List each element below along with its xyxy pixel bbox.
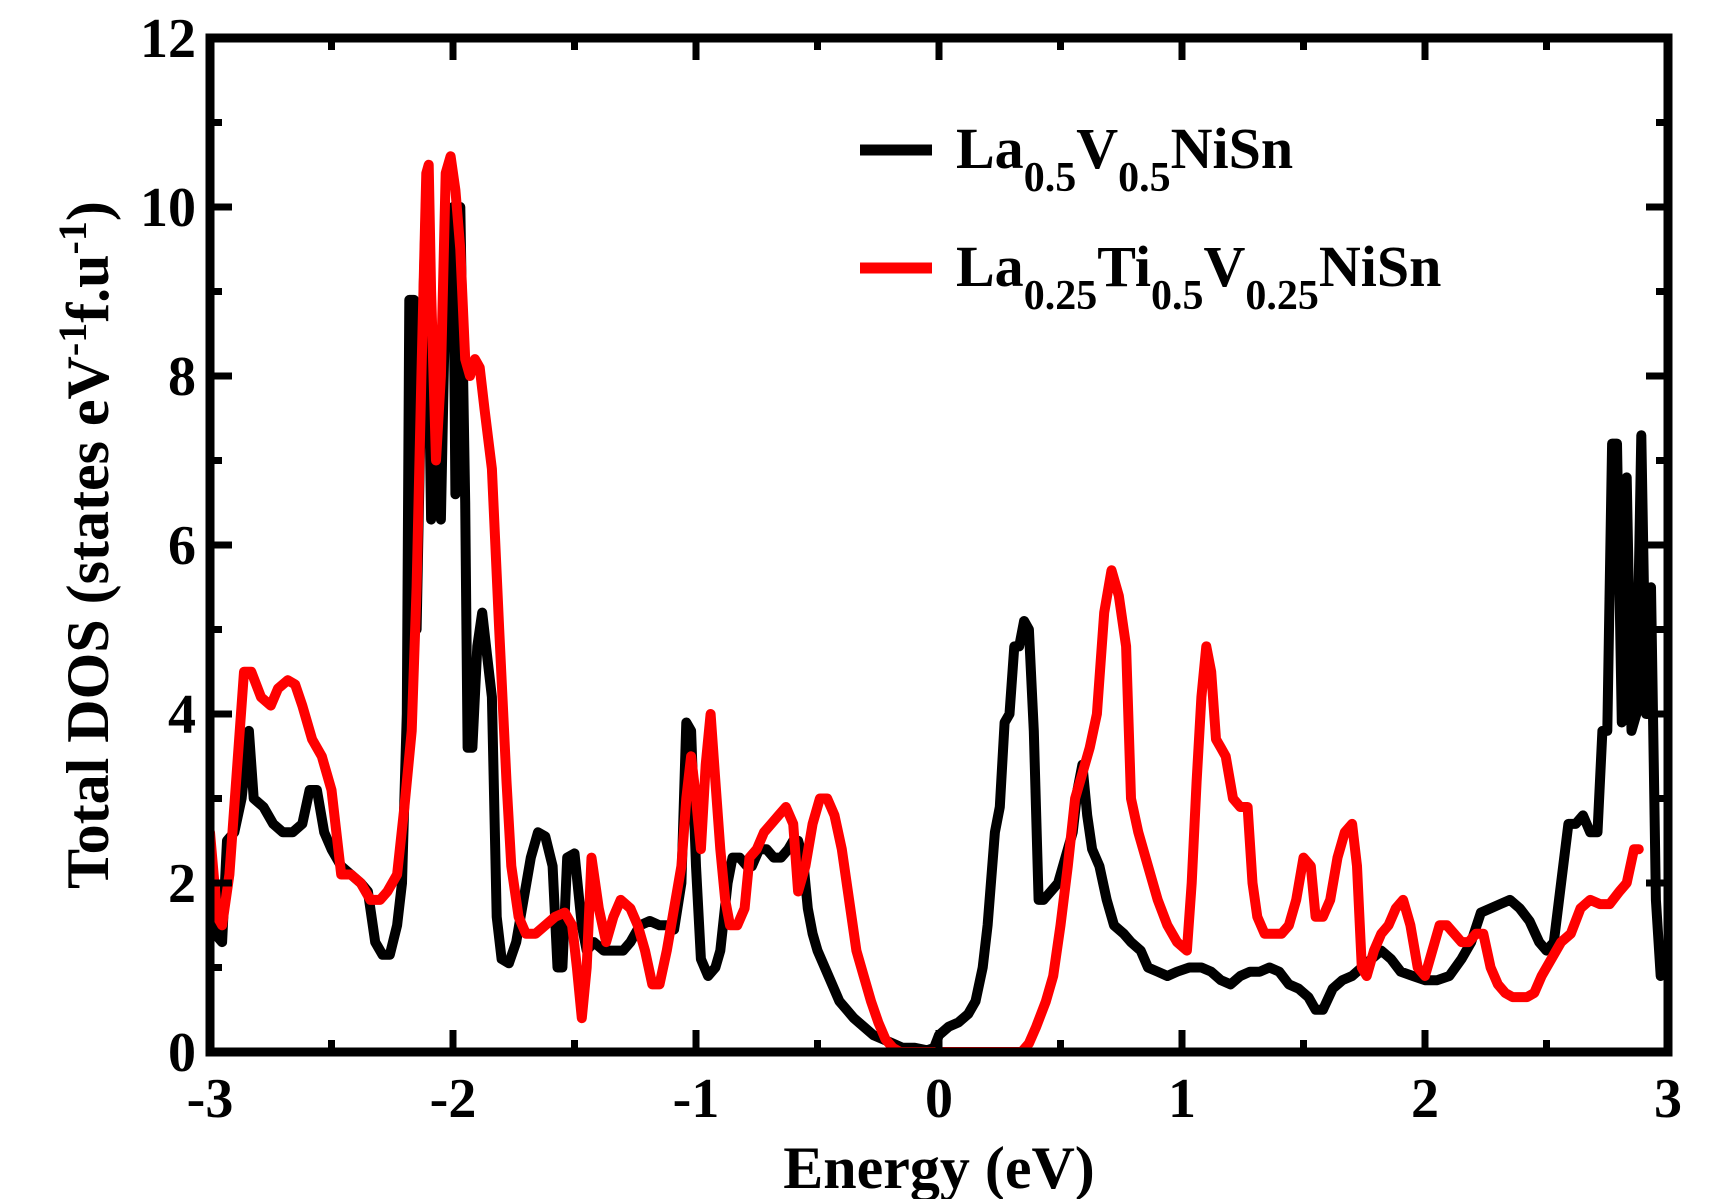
- legend-subscript: 0.5: [1024, 155, 1077, 201]
- x-tick-label: -2: [430, 1068, 477, 1130]
- legend-subscript: 0.5: [1118, 155, 1171, 201]
- legend-text-part: V: [1203, 234, 1245, 299]
- series-line-2: [210, 151, 1644, 1052]
- x-tick-label: -1: [673, 1068, 720, 1130]
- legend-text-part: La: [956, 116, 1024, 181]
- legend-text-part: NiSn: [1319, 234, 1442, 299]
- legend-label-2: La0.25Ti0.5V0.25NiSn: [956, 234, 1441, 319]
- x-tick-label: -3: [187, 1068, 234, 1130]
- x-tick-label: 3: [1654, 1068, 1682, 1130]
- y-tick-label: 0: [168, 1022, 196, 1084]
- y-axis-title-part: Total DOS (states eV: [55, 356, 121, 889]
- legend-label-1: La0.5V0.5NiSn: [956, 116, 1293, 201]
- legend-text-part: La: [956, 234, 1024, 299]
- legend-subscript: 0.25: [1024, 273, 1098, 319]
- legend-subscript: 0.25: [1245, 273, 1319, 319]
- y-axis-title: Total DOS (states eV-1f.u-1): [50, 201, 122, 889]
- series-layer: [210, 151, 1666, 1052]
- legend-text-part: NiSn: [1171, 116, 1294, 181]
- legend-text-part: Ti: [1097, 234, 1151, 299]
- x-tick-label: 1: [1168, 1068, 1196, 1130]
- y-tick-label: 2: [168, 853, 196, 915]
- y-axis-title-superscript: -1: [50, 221, 95, 254]
- y-tick-label: 8: [168, 346, 196, 408]
- x-tick-label: 2: [1411, 1068, 1439, 1130]
- tick-layer: [206, 34, 1672, 1056]
- y-tick-label: 12: [140, 8, 196, 70]
- y-tick-label: 10: [140, 177, 196, 239]
- y-axis-title-part: ): [55, 201, 121, 221]
- y-axis-title-part: f.u: [55, 254, 121, 322]
- legend-text-part: V: [1076, 116, 1118, 181]
- series-line-1: [210, 185, 1666, 1052]
- y-tick-label: 4: [168, 684, 196, 746]
- x-axis-title: Energy (eV): [783, 1135, 1095, 1199]
- legend-subscript: 0.5: [1151, 273, 1204, 319]
- y-axis-title-superscript: -1: [50, 323, 95, 356]
- x-tick-label: 0: [925, 1068, 953, 1130]
- y-tick-label: 6: [168, 515, 196, 577]
